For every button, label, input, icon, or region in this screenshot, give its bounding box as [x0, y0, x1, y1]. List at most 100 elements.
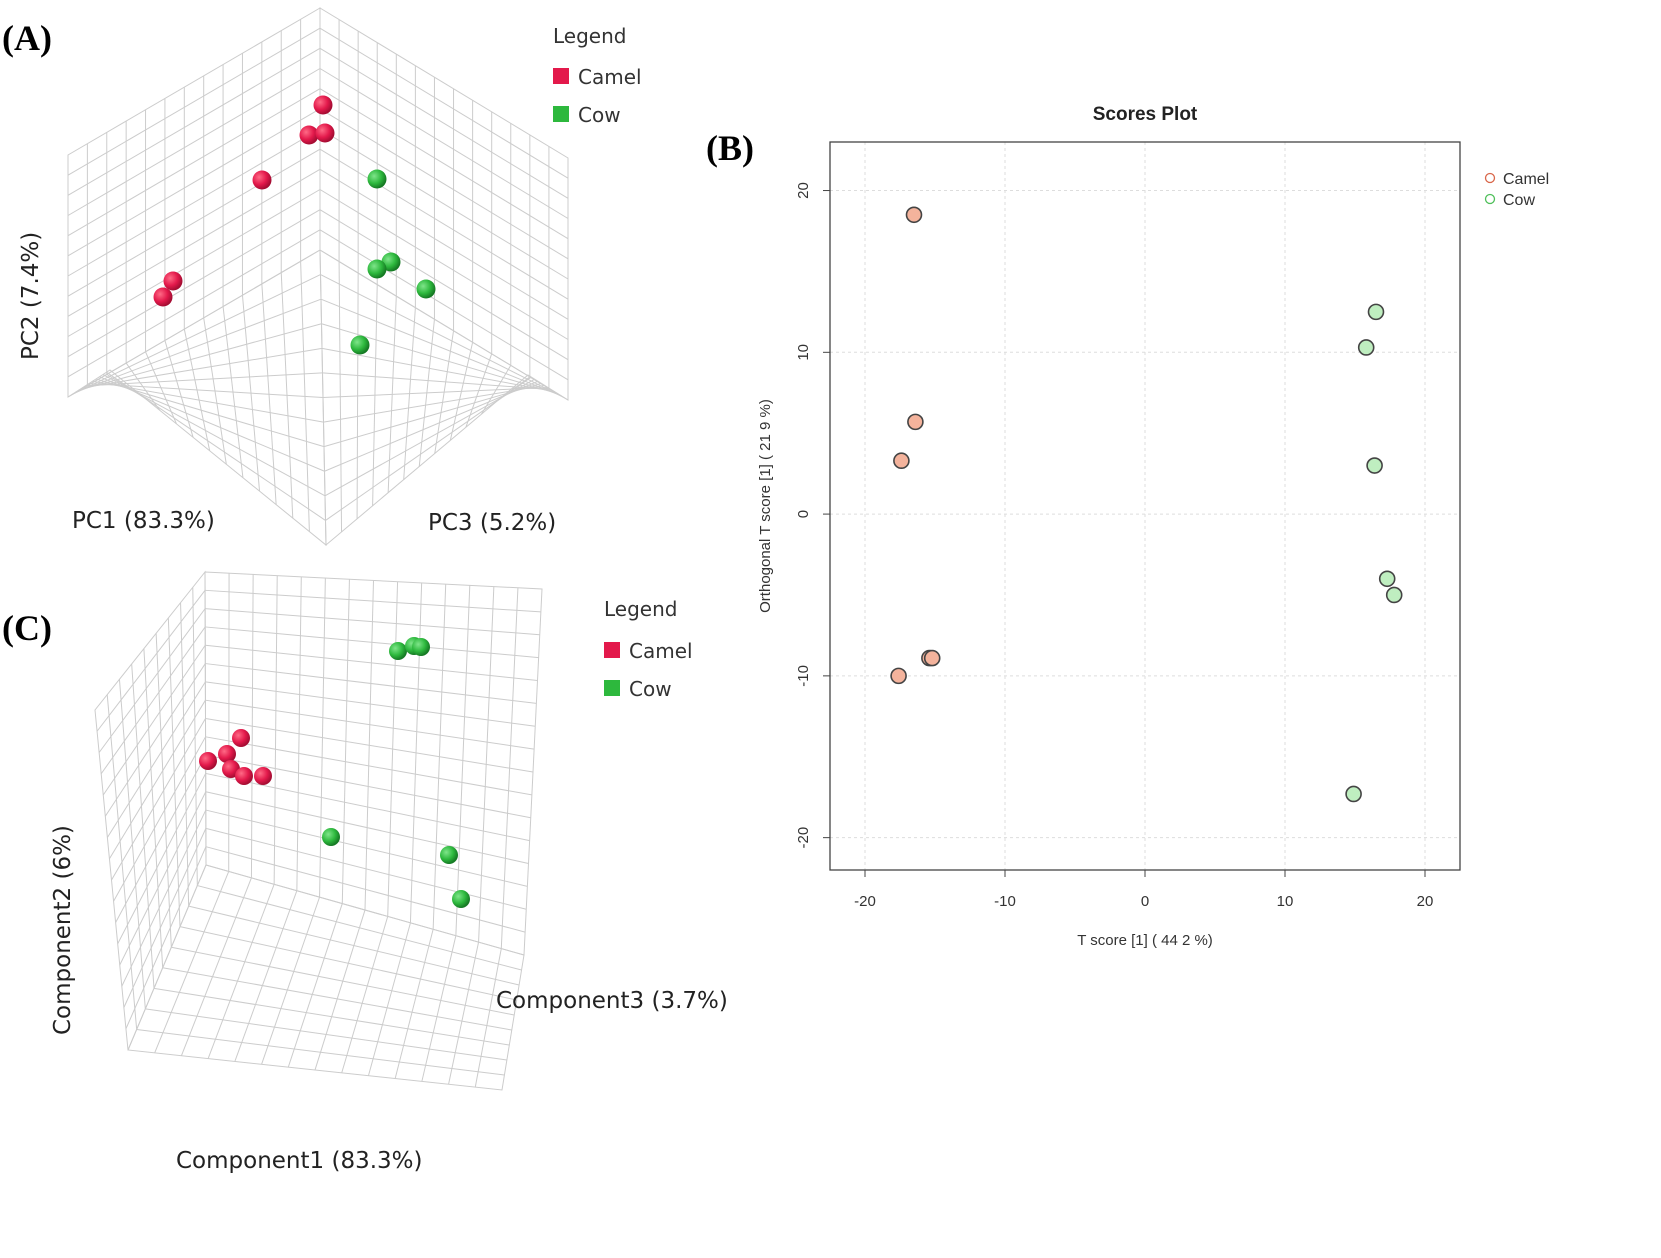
point-camel: [199, 752, 217, 770]
c-back-wall-line: [205, 754, 531, 819]
a-floor-line: [81, 347, 323, 389]
c-back-wall-line: [205, 608, 540, 636]
c-floor-line: [179, 926, 517, 1001]
a-floor-line: [88, 383, 324, 398]
point-cow: [1357, 339, 1375, 356]
point-cow: [350, 335, 370, 355]
c-floor-line: [197, 885, 522, 971]
panel-c-legend-title: Legend: [604, 597, 677, 621]
c-left-wall-line: [123, 828, 207, 1008]
a-right-wall-line: [319, 148, 569, 300]
panel-c-legend: Legend Camel Cow: [604, 597, 693, 701]
panel-c-legend-swatch-cow: [604, 680, 620, 696]
panel-c-y-axis-label: Component2 (6%): [50, 825, 76, 1035]
c-floor-line: [261, 896, 321, 1065]
point-cow: [1378, 570, 1396, 588]
point-camel: [315, 123, 335, 143]
a-floor-r-line: [320, 298, 562, 397]
c-left-wall-line: [113, 736, 206, 902]
panel-b-legend-marker-camel: [1484, 172, 1496, 184]
c-floor-line: [180, 877, 252, 1056]
c-left-wall-frame: [94, 570, 207, 1051]
c-back-wall-line: [205, 772, 530, 842]
c-left-wall-line: [109, 699, 206, 860]
point-cow: [322, 828, 340, 846]
a-left-wall-line: [67, 229, 321, 378]
point-camel: [153, 287, 173, 307]
panel-a-points: [153, 95, 436, 355]
a-right-wall-line: [319, 209, 569, 361]
a-floor-line: [74, 298, 322, 393]
point-cow: [412, 638, 430, 656]
c-back-wall-line: [205, 589, 541, 613]
point-camel: [890, 667, 907, 685]
panel-b-x-ticks: -20 -10 0 10 20: [854, 870, 1433, 910]
c-left-wall-line: [121, 809, 207, 987]
a-right-wall-line: [319, 88, 569, 240]
c-floor-line: [153, 987, 510, 1046]
a-floor-r-line: [325, 376, 532, 521]
c-floor-line: [394, 929, 434, 1079]
c-left-wall-line: [100, 626, 206, 775]
c-back-wall-line: [205, 626, 539, 659]
panel-a-z-axis-label: PC3 (5.2%): [428, 510, 556, 536]
point-cow: [389, 642, 407, 660]
c-back-wall-line: [205, 681, 536, 727]
point-cow: [1366, 457, 1383, 474]
panel-c-legend-cow: Cow: [629, 677, 672, 701]
c-left-wall-line: [111, 718, 206, 881]
c-back-wall-line: [205, 699, 535, 750]
point-camel: [923, 649, 941, 667]
c-floor-line: [421, 935, 457, 1082]
c-floor-line: [188, 905, 520, 986]
c-back-wall-line: [205, 791, 529, 864]
c-back-wall-line: [205, 644, 538, 681]
c-back-wall-line: [205, 663, 537, 704]
y-tick-label: 0: [795, 510, 812, 518]
panel-c-x-axis-label: Component1 (83.3%): [176, 1148, 423, 1174]
panel-c-label: (C): [2, 608, 52, 648]
panel-c-z-axis-label: Component3 (3.7%): [496, 988, 728, 1014]
panel-b-label: (B): [706, 128, 754, 168]
a-right-wall-line: [319, 27, 569, 179]
a-left-wall-line: [67, 128, 321, 277]
a-left-wall-line: [67, 148, 321, 297]
point-cow: [1345, 785, 1362, 803]
point-cow: [367, 169, 387, 189]
c-back-wall-line: [205, 827, 527, 910]
a-floor-line: [85, 372, 323, 387]
a-left-wall-line: [67, 168, 321, 317]
c-floor-line: [154, 871, 230, 1054]
panel-a-x-axis-label: PC1 (83.3%): [72, 508, 215, 534]
panel-b-y-axis-label: Orthogonal T score [1] ( 21 9 %): [757, 399, 774, 613]
panel-a-legend-cow: Cow: [578, 103, 621, 127]
panel-a-label: (A): [2, 18, 52, 58]
panel-c: (C) Component1 (83.3%) Component3 (3.7%)…: [2, 570, 728, 1174]
c-back-wall-line: [205, 736, 532, 796]
panel-b-legend-marker-cow: [1484, 193, 1496, 205]
c-floor-line: [314, 909, 366, 1071]
point-camel: [235, 767, 253, 785]
c-left-wall-line: [98, 608, 206, 753]
a-left-wall-line: [67, 88, 321, 237]
a-floor-line: [92, 380, 324, 423]
panel-c-points: [199, 637, 470, 908]
c-left-wall-line: [102, 644, 206, 796]
panel-a-legend-swatch-camel: [553, 68, 569, 84]
x-tick-label: -20: [854, 893, 876, 910]
panel-b-gridlines: [830, 142, 1460, 870]
c-floor-line: [287, 903, 343, 1068]
c-back-wall-line: [205, 718, 534, 773]
y-tick-label: -10: [795, 665, 812, 687]
c-floor-line: [448, 942, 480, 1085]
x-tick-label: 0: [1141, 893, 1149, 910]
c-left-wall-line: [117, 773, 207, 944]
c-floor-line: [145, 1008, 507, 1061]
a-floor-r-line: [322, 372, 552, 391]
point-cow: [452, 890, 470, 908]
panel-b-title: Scores Plot: [1093, 104, 1198, 125]
point-camel: [232, 729, 250, 747]
panel-b-legend: Camel Cow: [1484, 171, 1549, 209]
panel-a-legend-title: Legend: [553, 24, 626, 48]
